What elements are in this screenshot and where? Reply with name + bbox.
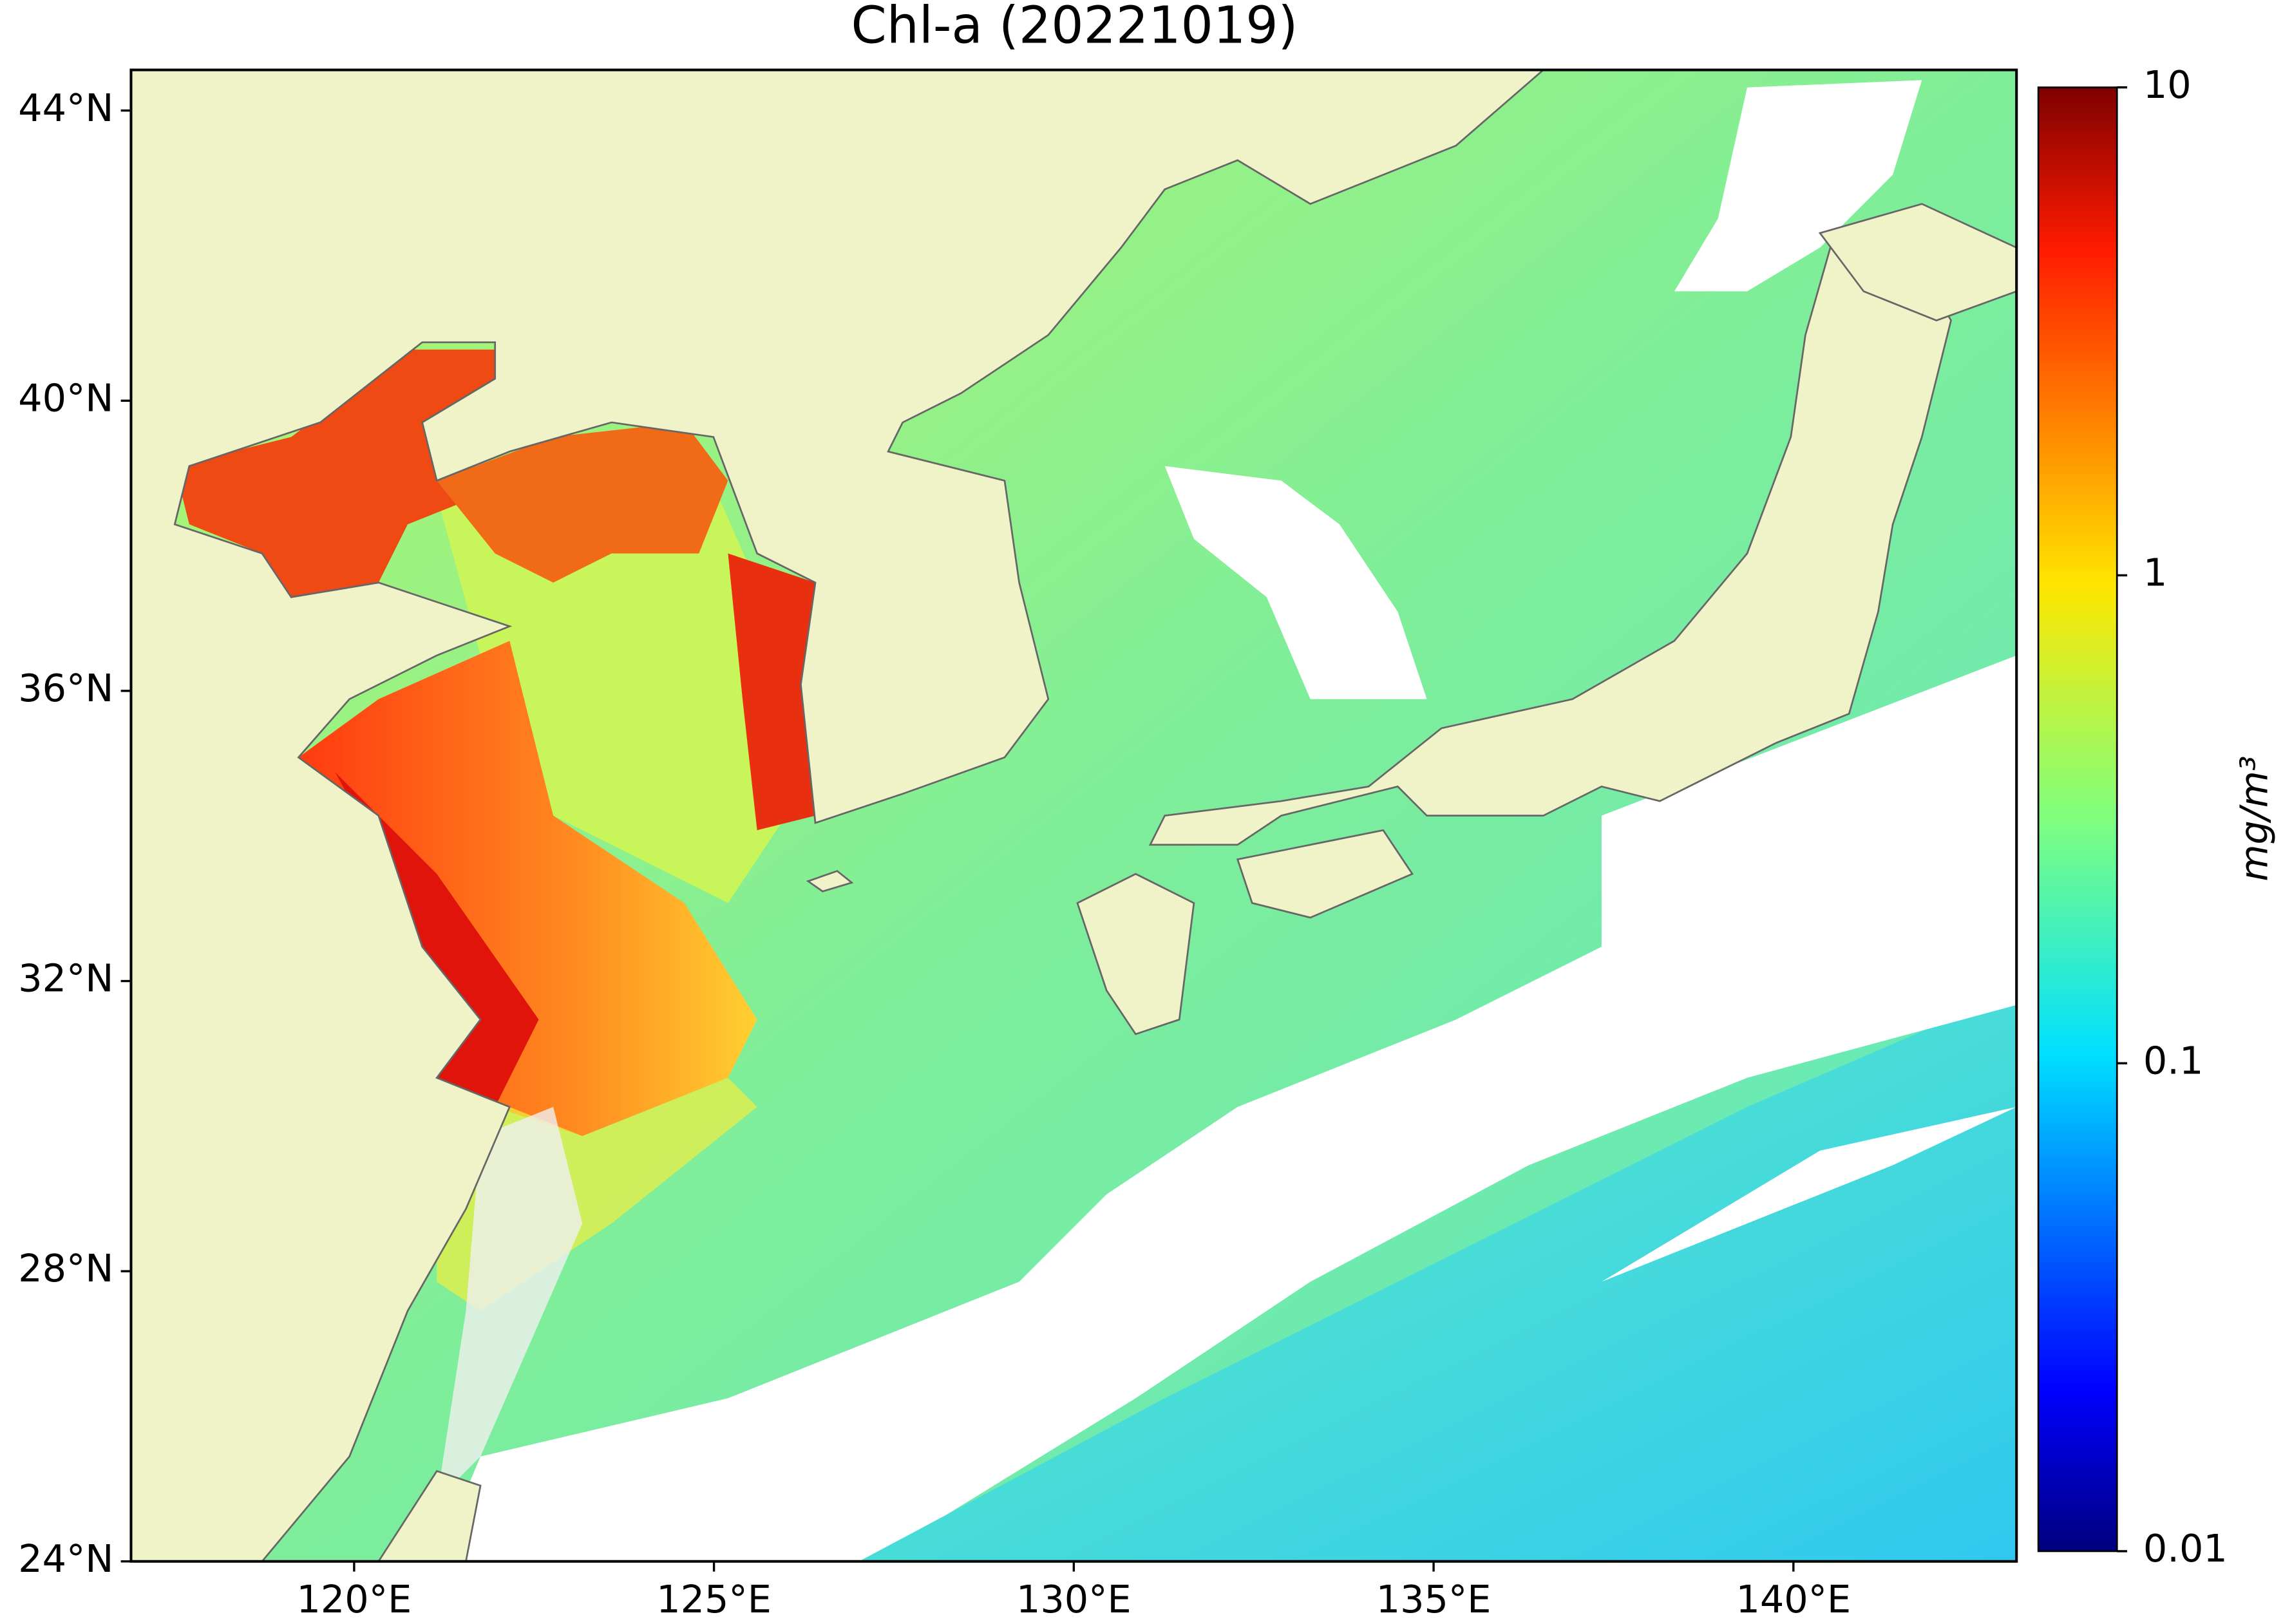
x-tick-label: 125°E [656, 1577, 772, 1621]
y-tick-label: 44°N [18, 86, 113, 130]
no-data [1164, 466, 1427, 699]
no-data [1674, 80, 1922, 292]
y-tick-label: 40°N [18, 375, 113, 420]
y-tick-label: 28°N [18, 1246, 113, 1290]
honshu [1148, 217, 1952, 846]
map-area [131, 70, 2017, 1562]
x-tick-label: 140°E [1736, 1577, 1851, 1621]
no-data [437, 1107, 583, 1500]
colorbar-tick-label: 1 [2143, 551, 2167, 595]
open-ocean [858, 990, 2017, 1562]
x-tick-label: 120°E [297, 1577, 412, 1621]
hokkaido [1818, 203, 2017, 322]
map-title: Chl-a (20221019) [851, 0, 1298, 55]
y-tick-label: 32°N [18, 956, 113, 1001]
no-data [437, 655, 2017, 1562]
continent [131, 70, 1545, 1562]
bohai-sea [175, 349, 510, 612]
x-tick-label: 135°E [1376, 1577, 1492, 1621]
coastal-water [728, 553, 816, 831]
taiwan [377, 1469, 482, 1562]
colorbar-tick-label: 0.01 [2143, 1526, 2228, 1571]
no-data [1601, 1107, 2017, 1282]
y-tick-label: 24°N [18, 1536, 113, 1581]
shikoku [1236, 829, 1414, 919]
island [806, 870, 854, 892]
x-tick-label: 130°E [1016, 1577, 1132, 1621]
colorbar [2037, 86, 2118, 1553]
figure-content: Chl-a (20221019) [18, 0, 2276, 1621]
turbid-water [298, 641, 757, 1137]
kyushu [1076, 873, 1195, 1035]
colorbar-label: mg/m³ [2231, 756, 2276, 882]
colorbar-tick-label: 0.1 [2143, 1038, 2203, 1082]
colorbar-tick-label: 10 [2143, 62, 2192, 107]
y-tick-label: 36°N [18, 666, 113, 710]
turbid-water [437, 422, 728, 583]
land [131, 70, 2017, 1562]
